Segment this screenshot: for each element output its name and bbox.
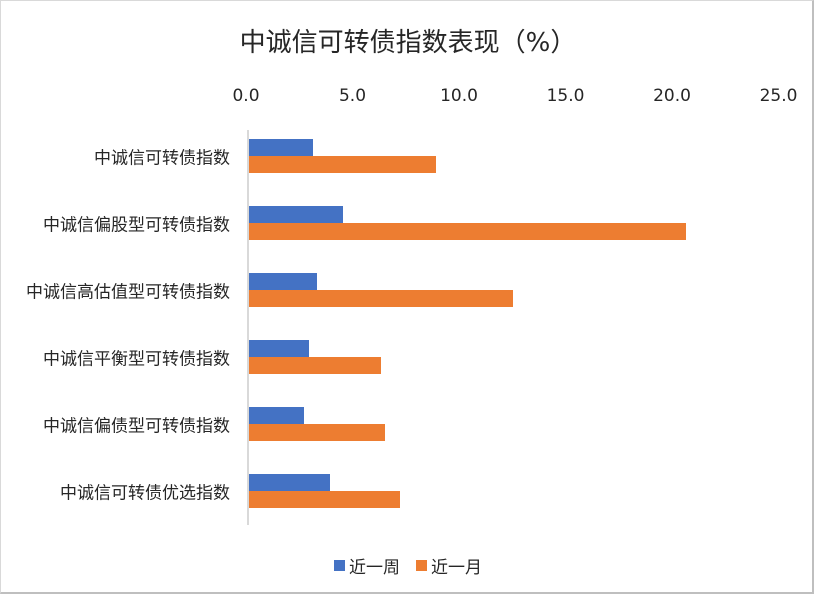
bar-week [249,474,330,491]
bar-month [249,491,400,508]
legend-swatch-month [416,560,427,571]
bar-month [249,223,686,240]
bar-week [249,340,309,357]
legend-item-week: 近一周 [334,553,400,578]
category-axis-line [247,130,249,525]
legend: 近一周 近一月 [0,553,816,578]
x-tick-label: 0.0 [232,86,260,106]
legend-label-month: 近一月 [431,558,482,578]
bar-week [249,407,304,424]
x-tick-label: 15.0 [546,86,585,106]
x-tick-label: 20.0 [653,86,691,106]
category-label: 中诚信偏债型可转债指数 [43,416,230,437]
category-label: 中诚信高估值型可转债指数 [26,282,230,303]
chart-title: 中诚信可转债指数表现（%） [239,28,577,58]
legend-label-week: 近一周 [349,558,400,578]
category-label: 中诚信可转债指数 [94,148,230,169]
x-tick-label: 10.0 [440,86,478,106]
bar-month [249,156,436,173]
legend-item-month: 近一月 [416,553,482,578]
category-label: 中诚信平衡型可转债指数 [43,349,230,370]
legend-swatch-week [334,560,345,571]
category-label: 中诚信偏股型可转债指数 [43,215,230,236]
bar-week [249,139,313,156]
x-tick-label: 5.0 [338,86,367,106]
bar-month [249,357,381,374]
bar-week [249,206,343,223]
bar-week [249,273,317,290]
bar-month [249,290,513,307]
category-label: 中诚信可转债优选指数 [60,483,230,504]
x-tick-label: 25.0 [759,86,798,106]
bar-month [249,424,385,441]
